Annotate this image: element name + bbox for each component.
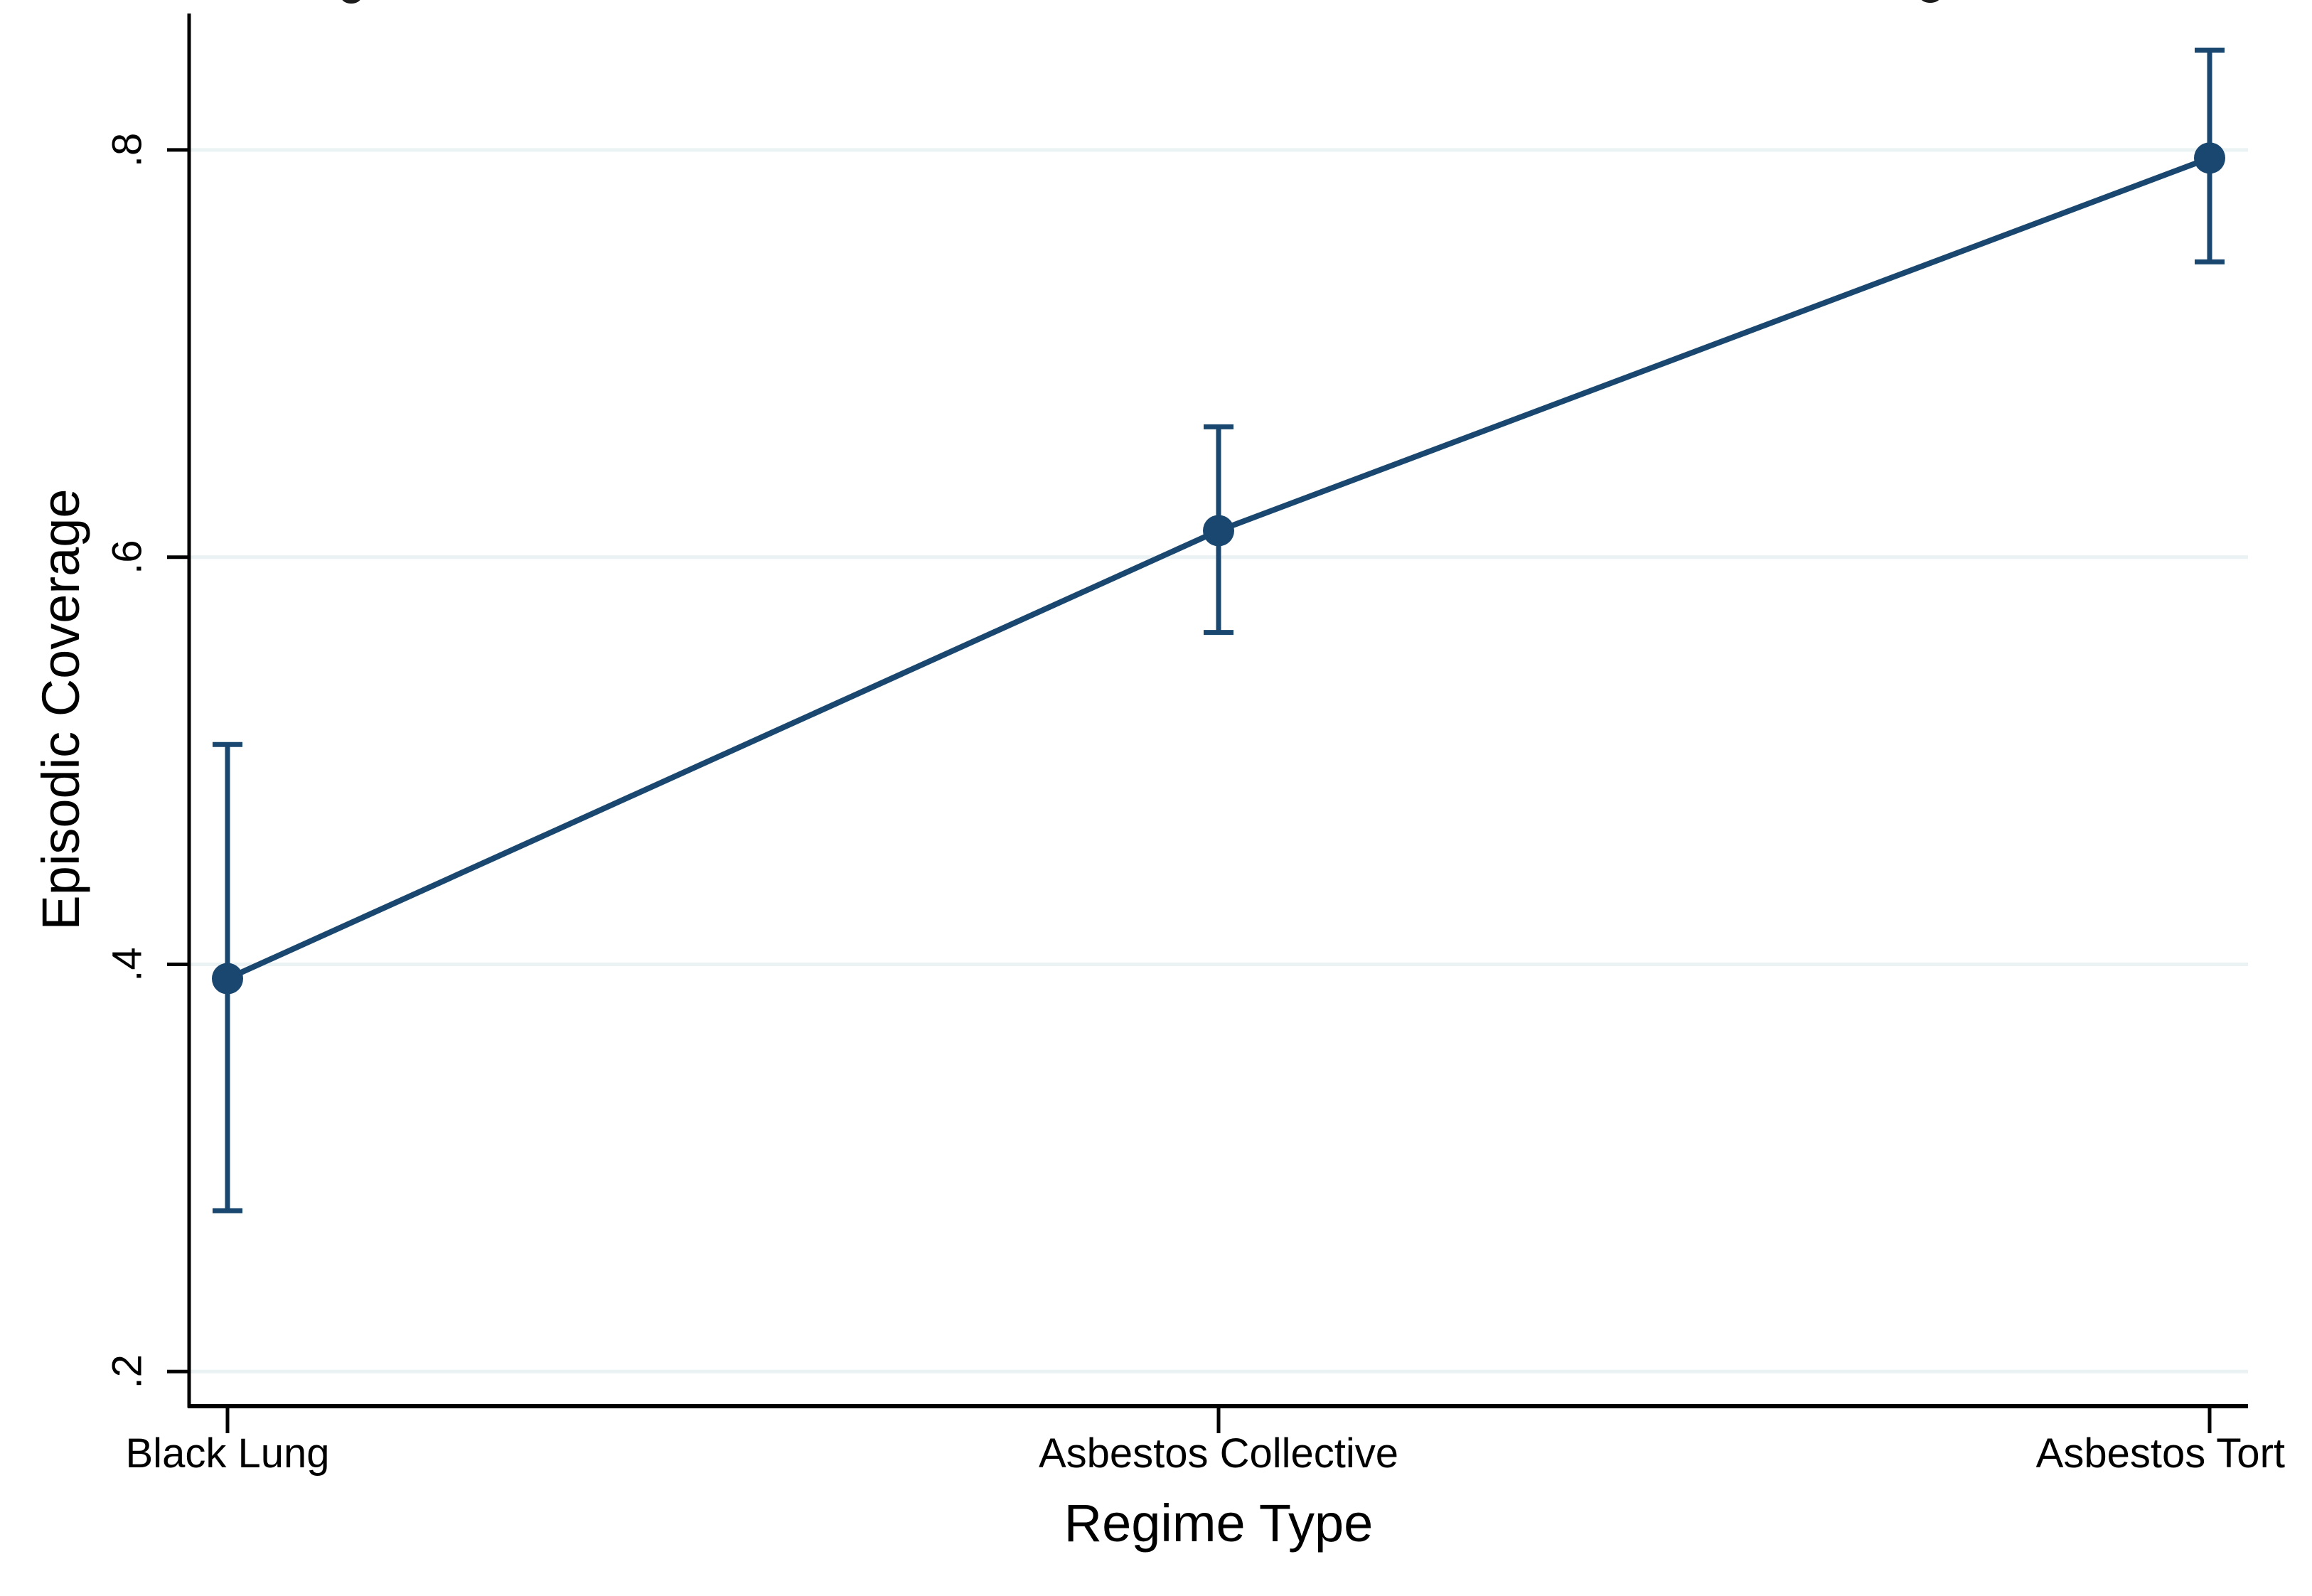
y-axis-title: Episodic Coverage — [31, 488, 90, 930]
x-axis-title: Regime Type — [1064, 1494, 1374, 1553]
data-point-marker — [212, 963, 243, 995]
cropped-glyph-artifact — [1921, 0, 1939, 3]
data-point-marker — [1203, 515, 1234, 547]
y-tick-label: .8 — [104, 133, 150, 167]
ticks-group: .2 .4 .6 .8 Black Lung Asbestos Collective Asb… — [104, 133, 2285, 1477]
x-tick-label: Asbestos Tort — [2036, 1430, 2285, 1477]
y-tick-label: .4 — [104, 947, 150, 981]
data-point-marker — [2194, 142, 2225, 174]
y-tick-label: .6 — [104, 540, 150, 574]
series-group — [212, 48, 2225, 1214]
cropped-glyph-artifact — [342, 0, 360, 4]
x-tick-label: Asbestos Collective — [1039, 1430, 1398, 1477]
y-tick-label: .2 — [104, 1354, 150, 1388]
x-tick-label: Black Lung — [126, 1430, 330, 1477]
